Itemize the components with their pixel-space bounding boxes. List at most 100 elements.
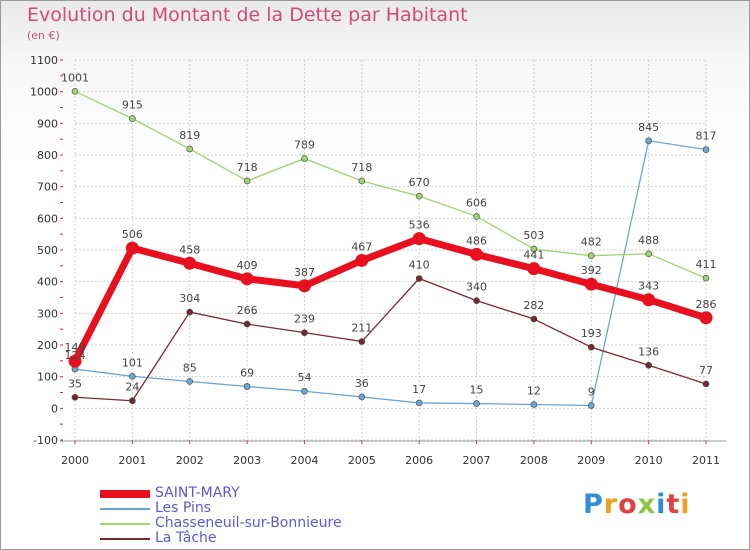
point-chasseneuil-sur-bonnieure xyxy=(530,245,538,253)
x-tick-label: 2008 xyxy=(520,454,548,467)
data-label-la-tache: 35 xyxy=(68,377,82,390)
y-tick-label: 1100 xyxy=(30,54,58,67)
data-label-les-pins: 9 xyxy=(588,385,595,398)
data-label-la-tache: 410 xyxy=(409,259,430,272)
point-saint-mary xyxy=(125,241,139,255)
data-label-chasseneuil-sur-bonnieure: 819 xyxy=(179,129,200,142)
data-label-chasseneuil-sur-bonnieure: 503 xyxy=(523,229,544,242)
point-chasseneuil-sur-bonnieure xyxy=(358,177,366,185)
y-tick-label: 700 xyxy=(37,181,58,194)
data-label-les-pins: 845 xyxy=(638,121,659,134)
data-label-saint-mary: 409 xyxy=(237,259,258,272)
point-la-tache xyxy=(702,380,710,388)
data-label-chasseneuil-sur-bonnieure: 789 xyxy=(294,138,315,151)
data-label-les-pins: 85 xyxy=(183,361,197,374)
x-tick-label: 2004 xyxy=(290,454,318,467)
data-label-les-pins: 12 xyxy=(527,385,541,398)
x-tick-label: 2006 xyxy=(405,454,433,467)
x-tick-label: 2000 xyxy=(61,454,89,467)
x-tick-label: 2001 xyxy=(118,454,146,467)
point-saint-mary xyxy=(527,262,541,276)
logo-letter: i xyxy=(656,489,667,520)
point-saint-mary xyxy=(412,232,426,246)
y-tick-label: 0 xyxy=(51,402,58,415)
logo-letter: o xyxy=(618,489,638,520)
point-la-tache xyxy=(71,393,79,401)
data-label-saint-mary: 536 xyxy=(409,219,430,232)
y-tick-label: 100 xyxy=(37,371,58,384)
logo-letter: i xyxy=(680,489,691,520)
logo-letter: P xyxy=(583,489,604,520)
point-chasseneuil-sur-bonnieure xyxy=(645,250,652,258)
y-tick-label: 600 xyxy=(37,212,58,225)
data-label-la-tache: 24 xyxy=(125,381,139,394)
point-la-tache xyxy=(129,397,136,405)
point-la-tache xyxy=(186,308,194,316)
point-les-pins xyxy=(645,137,652,145)
point-les-pins xyxy=(587,402,595,409)
point-la-tache xyxy=(587,343,595,351)
y-tick-label: 900 xyxy=(37,117,58,130)
y-tick-label: 1000 xyxy=(30,86,58,99)
data-label-la-tache: 282 xyxy=(523,299,544,312)
data-label-les-pins: 17 xyxy=(412,383,426,396)
data-label-chasseneuil-sur-bonnieure: 718 xyxy=(351,161,372,174)
point-la-tache xyxy=(473,297,480,304)
data-label-la-tache: 304 xyxy=(179,292,200,305)
series-line-les-pins xyxy=(74,140,707,407)
data-label-les-pins: 15 xyxy=(470,384,484,397)
point-saint-mary xyxy=(699,311,713,325)
y-tick-label: 400 xyxy=(37,276,58,289)
point-chasseneuil-sur-bonnieure xyxy=(301,155,308,162)
point-la-tache xyxy=(243,320,251,328)
data-label-chasseneuil-sur-bonnieure: 915 xyxy=(122,99,143,112)
series-lines xyxy=(68,88,713,409)
y-tick-label: 200 xyxy=(37,339,58,352)
point-la-tache xyxy=(645,361,652,369)
point-saint-mary xyxy=(183,256,197,270)
legend-label-la-tache: La Tâche xyxy=(155,530,217,546)
point-les-pins xyxy=(129,373,136,380)
x-tick-label: 2007 xyxy=(463,454,491,467)
point-saint-mary xyxy=(297,279,311,293)
data-label-saint-mary: 392 xyxy=(581,264,602,277)
x-tick-label: 2009 xyxy=(577,454,605,467)
chart-unit: (en €) xyxy=(27,29,60,42)
axes xyxy=(60,59,726,444)
point-les-pins xyxy=(473,400,480,407)
y-tick-labels: -100 0 100 200 300 400 500 600 700 800 900 1000 1100 xyxy=(30,54,58,447)
point-chasseneuil-sur-bonnieure xyxy=(415,192,423,200)
legend-swatch-les-pins xyxy=(100,508,150,510)
data-label-chasseneuil-sur-bonnieure: 482 xyxy=(581,236,602,249)
point-la-tache xyxy=(530,315,538,323)
data-label-chasseneuil-sur-bonnieure: 606 xyxy=(466,196,487,209)
y-tick-label: 800 xyxy=(37,149,58,162)
data-label-la-tache: 266 xyxy=(237,304,258,317)
point-les-pins xyxy=(415,399,423,407)
x-tick-label: 2003 xyxy=(233,454,261,467)
data-label-les-pins: 101 xyxy=(122,356,143,369)
data-label-saint-mary: 458 xyxy=(179,243,200,256)
point-chasseneuil-sur-bonnieure xyxy=(243,177,251,185)
point-la-tache xyxy=(415,275,423,282)
point-saint-mary xyxy=(470,247,484,261)
series-line-chasseneuil-sur-bonnieure xyxy=(74,90,707,279)
data-label-les-pins: 36 xyxy=(355,377,369,390)
y-tick-label: 500 xyxy=(37,244,58,257)
data-label-la-tache: 239 xyxy=(294,313,315,326)
data-label-les-pins: 54 xyxy=(297,371,311,384)
point-les-pins xyxy=(243,383,251,390)
legend-swatch-saint-mary xyxy=(100,490,150,498)
point-saint-mary xyxy=(642,293,656,307)
proxiti-logo: Proxiti xyxy=(583,489,691,520)
y-tick-label: -100 xyxy=(33,434,58,447)
data-labels: 124 101 85 69 54 36 17 15 12 9 845 817 1001 915 819 718… xyxy=(61,71,717,398)
point-chasseneuil-sur-bonnieure xyxy=(186,145,194,153)
series-line-saint-mary xyxy=(71,235,710,365)
data-label-les-pins: 817 xyxy=(696,130,717,143)
point-saint-mary xyxy=(68,354,82,368)
point-saint-mary xyxy=(355,253,369,267)
logo-letter: r xyxy=(603,489,619,520)
legend-swatch-chasseneuil xyxy=(100,523,150,525)
